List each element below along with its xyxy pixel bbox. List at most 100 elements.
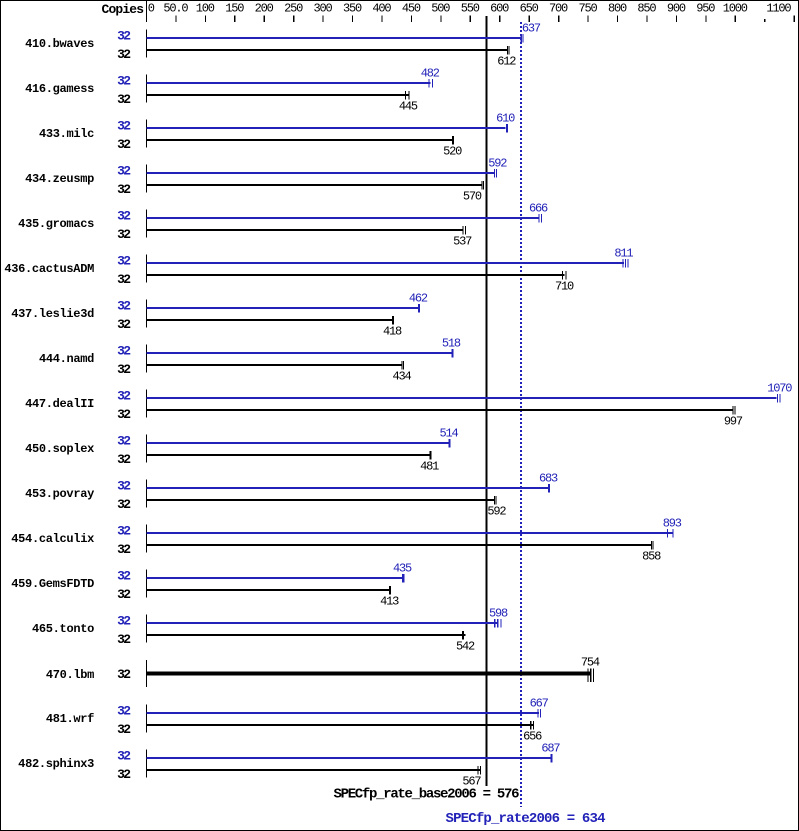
svg-text:444.namd: 444.namd [39, 352, 94, 366]
svg-text:459.GemsFDTD: 459.GemsFDTD [11, 577, 94, 591]
svg-text:482.sphinx3: 482.sphinx3 [18, 757, 94, 771]
svg-text:435.gromacs: 435.gromacs [18, 217, 94, 231]
svg-text:32: 32 [117, 523, 131, 538]
svg-text:32: 32 [117, 587, 131, 602]
svg-text:32: 32 [117, 667, 131, 682]
svg-text:0: 0 [148, 2, 155, 16]
svg-text:600: 600 [490, 2, 509, 16]
svg-text:858: 858 [642, 550, 661, 564]
svg-text:433.milc: 433.milc [39, 127, 94, 141]
svg-text:435: 435 [393, 562, 412, 576]
svg-text:667: 667 [530, 697, 549, 711]
svg-text:SPECfp_rate2006 = 634: SPECfp_rate2006 = 634 [446, 811, 606, 827]
svg-text:416.gamess: 416.gamess [25, 82, 94, 96]
svg-text:200: 200 [255, 2, 274, 16]
svg-text:32: 32 [117, 317, 131, 332]
svg-text:656: 656 [523, 730, 542, 744]
svg-text:1000: 1000 [723, 2, 748, 16]
svg-text:32: 32 [117, 137, 131, 152]
svg-text:32: 32 [117, 92, 131, 107]
svg-text:470.lbm: 470.lbm [46, 668, 94, 682]
svg-text:434: 434 [392, 370, 411, 384]
svg-text:32: 32 [117, 568, 131, 583]
svg-text:Copies: Copies [102, 2, 145, 17]
svg-text:481: 481 [420, 460, 439, 474]
svg-text:637: 637 [522, 22, 541, 36]
svg-text:32: 32 [117, 362, 131, 377]
svg-text:612: 612 [497, 55, 516, 69]
svg-text:418: 418 [383, 325, 402, 339]
svg-text:32: 32 [117, 272, 131, 287]
svg-text:700: 700 [549, 2, 568, 16]
svg-text:800: 800 [608, 2, 627, 16]
svg-text:250: 250 [284, 2, 303, 16]
svg-text:32: 32 [117, 163, 131, 178]
svg-text:570: 570 [463, 190, 482, 204]
svg-text:32: 32 [117, 497, 131, 512]
svg-text:683: 683 [539, 472, 558, 486]
svg-text:598: 598 [489, 607, 508, 621]
svg-text:32: 32 [117, 208, 131, 223]
svg-text:434.zeusmp: 434.zeusmp [25, 172, 94, 186]
svg-text:300: 300 [314, 2, 333, 16]
svg-text:811: 811 [614, 247, 633, 261]
svg-text:950: 950 [696, 2, 715, 16]
svg-text:687: 687 [541, 742, 560, 756]
svg-text:592: 592 [488, 157, 507, 171]
svg-text:436.cactusADM: 436.cactusADM [4, 262, 94, 276]
svg-text:32: 32 [117, 433, 131, 448]
svg-text:1100: 1100 [766, 2, 791, 16]
svg-text:500: 500 [431, 2, 450, 16]
svg-text:462: 462 [409, 292, 428, 306]
svg-text:32: 32 [117, 182, 131, 197]
svg-text:750: 750 [578, 2, 597, 16]
svg-text:453.povray: 453.povray [25, 487, 94, 501]
svg-text:454.calculix: 454.calculix [11, 532, 94, 546]
svg-text:445: 445 [399, 100, 418, 114]
svg-text:32: 32 [117, 767, 131, 782]
svg-text:32: 32 [117, 632, 131, 647]
svg-text:450: 450 [402, 2, 421, 16]
svg-text:666: 666 [529, 202, 548, 216]
svg-text:592: 592 [487, 505, 506, 519]
svg-text:100: 100 [196, 2, 215, 16]
svg-text:413: 413 [380, 595, 399, 609]
svg-text:32: 32 [117, 407, 131, 422]
svg-text:350: 350 [343, 2, 362, 16]
svg-text:567: 567 [462, 775, 481, 789]
svg-text:542: 542 [456, 640, 475, 654]
svg-text:32: 32 [117, 343, 131, 358]
svg-text:447.dealII: 447.dealII [25, 397, 94, 411]
svg-text:450.soplex: 450.soplex [25, 442, 94, 456]
svg-text:32: 32 [117, 613, 131, 628]
svg-text:150: 150 [225, 2, 244, 16]
svg-text:1070: 1070 [767, 382, 792, 396]
svg-text:32: 32 [117, 748, 131, 763]
svg-text:481.wrf: 481.wrf [46, 712, 94, 726]
svg-text:518: 518 [442, 337, 461, 351]
svg-text:410.bwaves: 410.bwaves [25, 37, 94, 51]
svg-text:32: 32 [117, 47, 131, 62]
svg-text:900: 900 [667, 2, 686, 16]
svg-text:550: 550 [461, 2, 480, 16]
svg-text:754: 754 [581, 656, 600, 670]
svg-text:465.tonto: 465.tonto [32, 622, 94, 636]
svg-text:537: 537 [453, 235, 472, 249]
svg-text:710: 710 [555, 280, 574, 294]
svg-text:32: 32 [117, 298, 131, 313]
svg-text:32: 32 [117, 542, 131, 557]
svg-text:400: 400 [372, 2, 391, 16]
svg-text:850: 850 [637, 2, 656, 16]
svg-text:32: 32 [117, 478, 131, 493]
svg-text:482: 482 [421, 67, 440, 81]
svg-text:650: 650 [520, 2, 539, 16]
svg-text:437.leslie3d: 437.leslie3d [11, 307, 94, 321]
svg-text:32: 32 [117, 73, 131, 88]
svg-text:SPECfp_rate_base2006 = 576: SPECfp_rate_base2006 = 576 [334, 786, 520, 802]
svg-text:32: 32 [117, 118, 131, 133]
svg-text:32: 32 [117, 452, 131, 467]
svg-text:50.0: 50.0 [163, 2, 188, 16]
svg-text:893: 893 [663, 517, 682, 531]
svg-text:32: 32 [117, 253, 131, 268]
svg-text:32: 32 [117, 227, 131, 242]
